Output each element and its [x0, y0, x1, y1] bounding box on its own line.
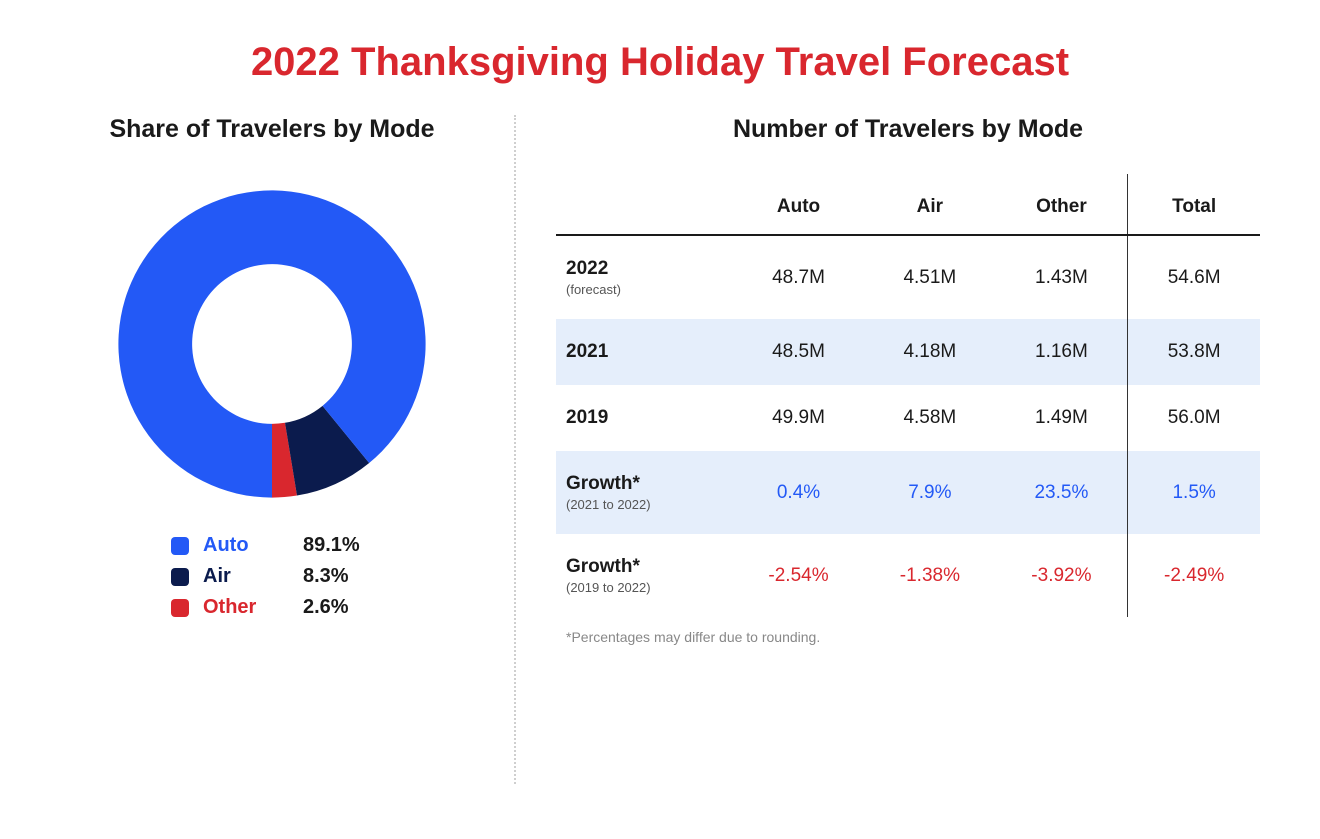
table-cell: 48.7M	[733, 235, 864, 319]
table-cell: 4.51M	[864, 235, 995, 319]
table-row: Growth*(2021 to 2022)0.4%7.9%23.5%1.5%	[556, 451, 1260, 534]
donut-chart	[112, 184, 432, 504]
table-cell: -3.92%	[996, 534, 1128, 617]
table-col-header: Air	[864, 174, 995, 235]
table-col-header: Total	[1128, 174, 1260, 235]
legend-label: Air	[203, 565, 293, 588]
share-title: Share of Travelers by Mode	[109, 115, 434, 144]
content-row: Share of Travelers by Mode Auto 89.1% Air 8…	[60, 115, 1260, 784]
table-cell: 1.5%	[1128, 451, 1260, 534]
table-row: 202148.5M4.18M1.16M53.8M	[556, 319, 1260, 385]
row-label: Growth*(2019 to 2022)	[556, 534, 733, 617]
table-cell: 0.4%	[733, 451, 864, 534]
table-col-header	[556, 174, 733, 235]
legend-label: Auto	[203, 534, 293, 557]
table-header-row: AutoAirOtherTotal	[556, 174, 1260, 235]
table-cell: 53.8M	[1128, 319, 1260, 385]
legend-value: 89.1%	[303, 534, 373, 557]
table-cell: -2.54%	[733, 534, 864, 617]
table-cell: -1.38%	[864, 534, 995, 617]
donut-legend: Auto 89.1% Air 8.3% Other 2.6%	[171, 534, 373, 619]
row-label: 2019	[556, 385, 733, 451]
table-cell: 1.16M	[996, 319, 1128, 385]
table-cell: 49.9M	[733, 385, 864, 451]
table-cell: 4.18M	[864, 319, 995, 385]
table-cell: 23.5%	[996, 451, 1128, 534]
table-cell: 1.49M	[996, 385, 1128, 451]
table-cell: 1.43M	[996, 235, 1128, 319]
table-row: Growth*(2019 to 2022)-2.54%-1.38%-3.92%-…	[556, 534, 1260, 617]
travelers-table: AutoAirOtherTotal 2022(forecast)48.7M4.5…	[556, 174, 1260, 617]
number-title: Number of Travelers by Mode	[556, 115, 1260, 144]
table-body: 2022(forecast)48.7M4.51M1.43M54.6M202148…	[556, 235, 1260, 617]
legend-swatch	[171, 568, 189, 586]
table-cell: -2.49%	[1128, 534, 1260, 617]
table-col-header: Auto	[733, 174, 864, 235]
table-cell: 54.6M	[1128, 235, 1260, 319]
legend-swatch	[171, 599, 189, 617]
table-footnote: *Percentages may differ due to rounding.	[556, 629, 1260, 645]
table-cell: 48.5M	[733, 319, 864, 385]
table-row: 201949.9M4.58M1.49M56.0M	[556, 385, 1260, 451]
page-title: 2022 Thanksgiving Holiday Travel Forecas…	[60, 40, 1260, 85]
table-cell: 7.9%	[864, 451, 995, 534]
row-label: 2022(forecast)	[556, 235, 733, 319]
donut-slice-auto	[118, 190, 425, 497]
row-label: 2021	[556, 319, 733, 385]
number-panel: Number of Travelers by Mode AutoAirOther…	[516, 115, 1260, 784]
legend-value: 2.6%	[303, 596, 373, 619]
table-col-header: Other	[996, 174, 1128, 235]
legend-swatch	[171, 537, 189, 555]
table-cell: 56.0M	[1128, 385, 1260, 451]
legend-label: Other	[203, 596, 293, 619]
share-panel: Share of Travelers by Mode Auto 89.1% Air 8…	[60, 115, 516, 784]
table-row: 2022(forecast)48.7M4.51M1.43M54.6M	[556, 235, 1260, 319]
row-label: Growth*(2021 to 2022)	[556, 451, 733, 534]
legend-value: 8.3%	[303, 565, 373, 588]
table-cell: 4.58M	[864, 385, 995, 451]
